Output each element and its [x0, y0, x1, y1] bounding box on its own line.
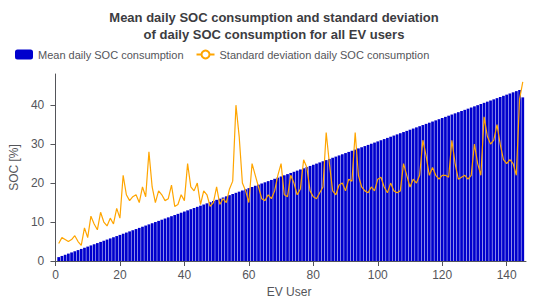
- svg-text:Standard deviation daily SOC c: Standard deviation daily SOC consumption: [220, 49, 430, 61]
- svg-text:40: 40: [31, 98, 45, 112]
- svg-text:of daily SOC consumption for a: of daily SOC consumption for all EV user…: [144, 27, 405, 42]
- svg-text:60: 60: [242, 268, 256, 282]
- svg-text:20: 20: [31, 176, 45, 190]
- svg-text:30: 30: [31, 137, 45, 151]
- svg-text:SOC [%]: SOC [%]: [7, 144, 21, 191]
- svg-text:80: 80: [307, 268, 321, 282]
- svg-text:EV User: EV User: [267, 285, 312, 299]
- svg-text:0: 0: [52, 268, 59, 282]
- svg-text:10: 10: [31, 215, 45, 229]
- svg-text:Mean daily SOC consumption and: Mean daily SOC consumption and standard …: [109, 10, 438, 25]
- svg-text:40: 40: [178, 268, 192, 282]
- svg-text:120: 120: [432, 268, 452, 282]
- svg-text:20: 20: [113, 268, 127, 282]
- svg-text:140: 140: [497, 268, 517, 282]
- svg-text:0: 0: [38, 254, 45, 268]
- svg-text:100: 100: [368, 268, 388, 282]
- svg-text:Mean daily SOC consumption: Mean daily SOC consumption: [38, 49, 184, 61]
